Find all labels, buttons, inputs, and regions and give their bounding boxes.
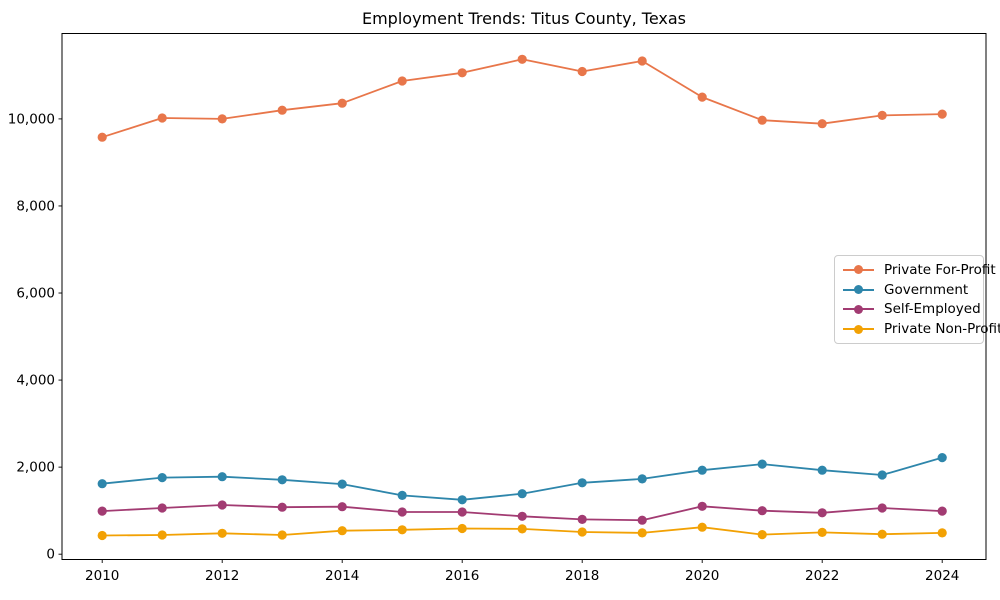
legend-label: Private For-Profit [884, 261, 996, 278]
x-tick-label: 2012 [205, 568, 239, 584]
x-tick-label: 2018 [565, 568, 599, 584]
legend-item-private-for-profit: Private For-Profit [843, 260, 996, 280]
data-point-private-for-profit-2013 [277, 105, 287, 115]
data-point-government-2012 [217, 472, 227, 482]
data-point-private-non-profit-2014 [337, 526, 347, 536]
data-point-government-2023 [877, 470, 887, 480]
data-point-private-non-profit-2013 [277, 530, 287, 540]
data-point-private-for-profit-2024 [937, 109, 947, 119]
data-point-self-employed-2017 [517, 511, 527, 521]
x-tick-label: 2024 [925, 568, 959, 584]
data-point-government-2020 [697, 465, 707, 475]
data-point-private-non-profit-2023 [877, 529, 887, 539]
legend-item-self-employed: Self-Employed [843, 300, 981, 320]
legend-marker-icon [843, 324, 874, 335]
data-point-government-2017 [517, 489, 527, 499]
data-point-self-employed-2021 [757, 506, 767, 516]
legend-marker-icon [843, 284, 874, 295]
legend: Private For-Profit Government Self-Employe… [834, 255, 1000, 344]
data-point-private-non-profit-2010 [97, 530, 107, 541]
data-point-government-2022 [817, 465, 827, 475]
data-point-self-employed-2010 [97, 506, 107, 516]
series-line-private-for-profit [101, 58, 943, 139]
data-point-private-for-profit-2023 [877, 110, 887, 120]
data-point-self-employed-2018 [577, 514, 587, 525]
data-point-private-non-profit-2019 [637, 528, 647, 538]
data-point-government-2021 [757, 459, 767, 469]
data-point-self-employed-2011 [157, 503, 167, 513]
data-point-private-for-profit-2014 [337, 98, 347, 108]
data-point-government-2011 [157, 473, 167, 483]
data-point-private-non-profit-2024 [937, 528, 947, 538]
data-point-government-2010 [97, 479, 107, 489]
data-point-private-non-profit-2022 [817, 527, 827, 538]
data-point-private-for-profit-2022 [817, 119, 827, 129]
data-point-private-non-profit-2017 [517, 524, 527, 534]
data-point-private-for-profit-2015 [397, 76, 407, 86]
data-point-private-for-profit-2010 [97, 132, 107, 142]
data-point-government-2018 [577, 478, 587, 488]
data-point-private-non-profit-2018 [577, 527, 587, 537]
data-point-private-for-profit-2018 [577, 66, 587, 77]
data-point-government-2015 [397, 490, 407, 500]
data-point-self-employed-2020 [697, 501, 707, 511]
data-point-government-2014 [337, 479, 347, 489]
y-tick-label: 10,000 [8, 111, 55, 127]
x-tick-label: 2016 [445, 568, 479, 584]
legend-item-private-non-profit: Private Non-Profit [843, 319, 1000, 339]
data-point-self-employed-2024 [937, 506, 947, 516]
data-point-self-employed-2012 [217, 500, 227, 510]
legend-label: Private Non-Profit [884, 321, 1000, 338]
data-point-private-for-profit-2011 [157, 113, 167, 123]
x-tick-label: 2010 [85, 568, 119, 584]
x-tick-label: 2014 [325, 568, 359, 584]
data-point-private-non-profit-2021 [757, 530, 767, 540]
data-point-self-employed-2015 [397, 507, 407, 517]
data-point-private-for-profit-2021 [757, 115, 767, 125]
data-point-self-employed-2023 [877, 503, 887, 513]
data-point-private-non-profit-2020 [697, 522, 707, 532]
data-point-self-employed-2013 [277, 502, 287, 512]
legend-marker-icon [843, 264, 874, 275]
legend-label: Government [884, 281, 969, 298]
data-point-private-for-profit-2020 [697, 92, 707, 102]
y-tick-label: 2,000 [16, 460, 55, 476]
y-tick-label: 8,000 [16, 198, 55, 214]
data-point-government-2016 [457, 495, 467, 505]
data-point-self-employed-2016 [457, 507, 467, 517]
data-point-self-employed-2014 [337, 502, 347, 512]
data-point-private-non-profit-2016 [457, 523, 467, 534]
data-point-government-2019 [637, 474, 647, 484]
data-point-self-employed-2019 [637, 515, 647, 525]
data-point-private-for-profit-2016 [457, 68, 467, 78]
y-tick-label: 0 [46, 547, 55, 563]
y-tick-label: 6,000 [16, 286, 55, 302]
y-tick-label: 4,000 [16, 373, 55, 389]
chart-title: Employment Trends: Titus County, Texas [361, 9, 687, 28]
data-point-private-for-profit-2019 [637, 56, 647, 66]
legend-marker-icon [843, 304, 874, 315]
data-point-private-non-profit-2011 [157, 530, 167, 540]
data-point-self-employed-2022 [817, 508, 827, 518]
data-point-government-2024 [937, 453, 947, 463]
legend-label: Self-Employed [884, 301, 981, 318]
legend-item-government: Government [843, 280, 977, 300]
data-point-private-for-profit-2017 [517, 54, 527, 64]
x-tick-label: 2022 [805, 568, 839, 584]
plot-border [61, 33, 987, 560]
data-point-government-2013 [277, 475, 287, 485]
data-point-private-non-profit-2012 [217, 528, 227, 538]
data-point-private-non-profit-2015 [397, 525, 407, 535]
x-tick-label: 2020 [685, 568, 719, 584]
data-point-private-for-profit-2012 [217, 114, 227, 124]
